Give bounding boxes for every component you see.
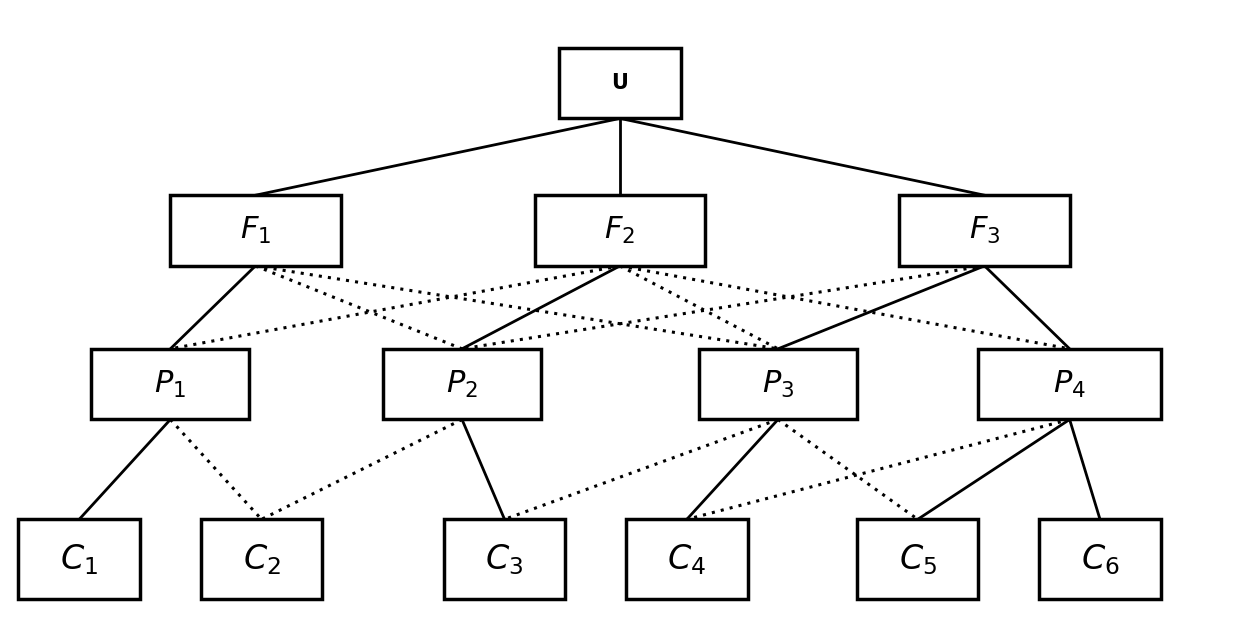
- Text: U: U: [611, 73, 629, 93]
- FancyBboxPatch shape: [534, 195, 706, 266]
- FancyBboxPatch shape: [19, 519, 140, 599]
- Text: $\mathit{F}_1$: $\mathit{F}_1$: [239, 215, 272, 246]
- Text: $\mathit{P}_1$: $\mathit{P}_1$: [154, 369, 186, 400]
- FancyBboxPatch shape: [699, 349, 857, 419]
- Text: $\mathit{C}_4$: $\mathit{C}_4$: [667, 542, 707, 577]
- Text: $\mathit{C}_2$: $\mathit{C}_2$: [243, 542, 280, 577]
- FancyBboxPatch shape: [92, 349, 249, 419]
- FancyBboxPatch shape: [899, 195, 1070, 266]
- Text: $\mathit{C}_3$: $\mathit{C}_3$: [486, 542, 523, 577]
- Text: $\mathit{P}_3$: $\mathit{P}_3$: [761, 369, 794, 400]
- FancyBboxPatch shape: [383, 349, 541, 419]
- FancyBboxPatch shape: [559, 48, 681, 119]
- Text: $\mathit{F}_2$: $\mathit{F}_2$: [604, 215, 636, 246]
- FancyBboxPatch shape: [1039, 519, 1161, 599]
- Text: $\mathit{C}_5$: $\mathit{C}_5$: [899, 542, 936, 577]
- Text: $\mathit{P}_4$: $\mathit{P}_4$: [1053, 369, 1086, 400]
- FancyBboxPatch shape: [170, 195, 341, 266]
- Text: $\mathit{F}_3$: $\mathit{F}_3$: [968, 215, 1001, 246]
- FancyBboxPatch shape: [857, 519, 978, 599]
- Text: $\mathit{C}_6$: $\mathit{C}_6$: [1081, 542, 1120, 577]
- Text: $\mathit{C}_1$: $\mathit{C}_1$: [61, 542, 98, 577]
- FancyBboxPatch shape: [978, 349, 1161, 419]
- FancyBboxPatch shape: [444, 519, 565, 599]
- FancyBboxPatch shape: [201, 519, 322, 599]
- FancyBboxPatch shape: [626, 519, 748, 599]
- Text: $\mathit{P}_2$: $\mathit{P}_2$: [446, 369, 477, 400]
